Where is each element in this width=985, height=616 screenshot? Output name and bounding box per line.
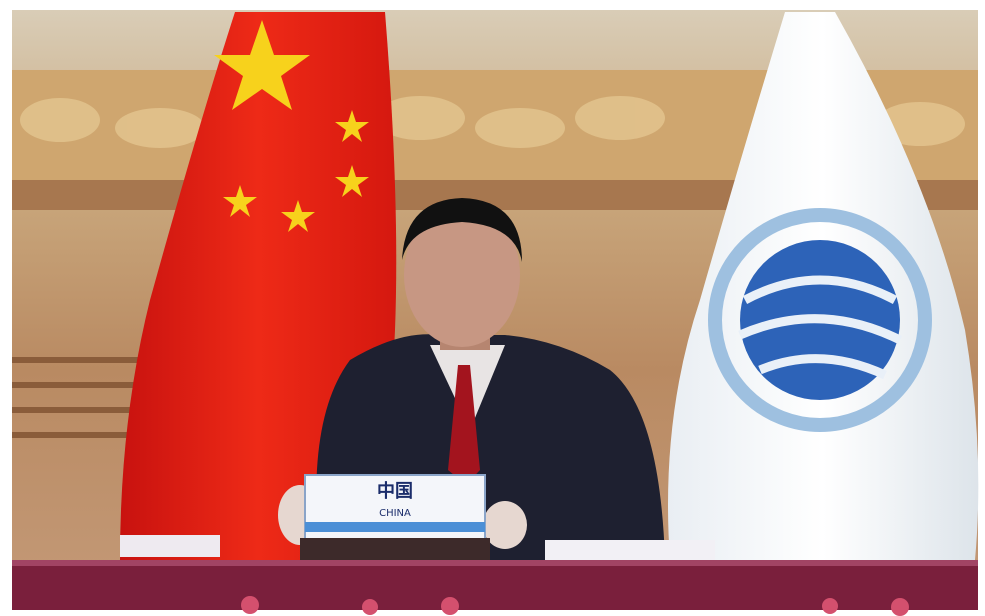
nameplate: 中国 CHINA [300, 474, 490, 560]
flag-emblem [708, 208, 932, 432]
flag-stars [214, 20, 369, 232]
desk-edge [12, 560, 978, 566]
panel-lines [12, 357, 140, 438]
nameplate-title: 中国 [377, 480, 413, 502]
paper [120, 535, 220, 557]
nameplate-subtitle: CHINA [379, 508, 411, 519]
paper [545, 540, 715, 560]
desk-flowers [241, 596, 909, 616]
ornaments [20, 96, 965, 148]
desk [12, 560, 978, 610]
